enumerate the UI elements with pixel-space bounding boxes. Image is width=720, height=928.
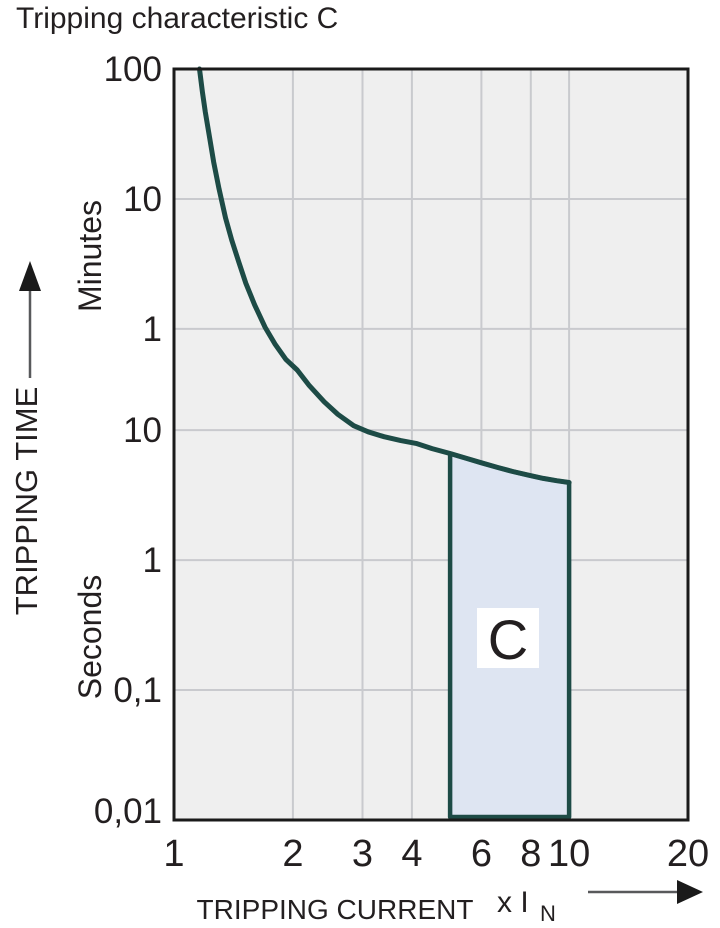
y-tick-label: 10 <box>123 411 162 450</box>
x-tick-label: 10 <box>548 833 590 875</box>
x-axis-unit-subscript: N <box>540 901 556 926</box>
y-tick-label: 0,01 <box>94 792 162 831</box>
region-label-patch <box>477 608 539 668</box>
y-tick-label: 10 <box>123 180 162 219</box>
y-tick-label: 1 <box>143 310 162 349</box>
x-axis-tick-labels: 1 2 3 4 6 8 10 20 <box>163 833 709 875</box>
x-axis-unit: x I <box>497 886 529 919</box>
chart-title: Tripping characteristic C <box>16 2 338 35</box>
x-tick-label: 4 <box>401 833 422 875</box>
region-c-label: C <box>488 608 528 671</box>
y-axis-unit-seconds: Seconds <box>72 575 108 700</box>
y-tick-label: 0,1 <box>113 671 162 710</box>
x-tick-label: 8 <box>520 833 541 875</box>
x-tick-label: 3 <box>352 833 373 875</box>
y-axis-tick-labels: 100 10 1 10 1 0,1 0,01 <box>94 50 162 831</box>
y-axis-title: TRIPPING TIME <box>9 387 44 616</box>
x-tick-label: 6 <box>471 833 492 875</box>
tripping-curve <box>197 66 572 485</box>
x-tick-label: 20 <box>667 833 709 875</box>
y-tick-label: 100 <box>104 50 162 89</box>
x-axis-arrow-icon <box>588 880 703 904</box>
x-tick-label: 2 <box>282 833 303 875</box>
plot-frame <box>172 67 690 822</box>
y-axis-unit-minutes: Minutes <box>72 200 108 312</box>
x-tick-label: 1 <box>163 833 184 875</box>
y-tick-label: 1 <box>143 541 162 580</box>
y-axis-arrow-icon <box>19 261 41 378</box>
plot-background <box>174 69 688 820</box>
x-axis-title: TRIPPING CURRENT <box>197 894 474 925</box>
